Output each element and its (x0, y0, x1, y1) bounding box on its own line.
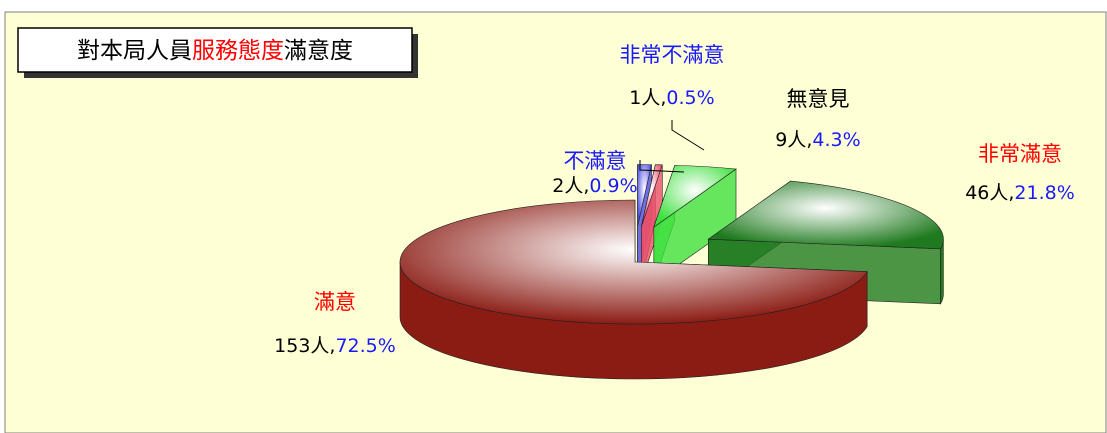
leader-line (671, 120, 705, 151)
category-label: 不滿意 (564, 149, 627, 173)
title-part: 滿意度 (284, 38, 353, 64)
data-label: 153人,72.5% (274, 335, 396, 357)
title-box (17, 27, 413, 73)
count-label: 9人, (775, 129, 812, 151)
slice (641, 164, 663, 282)
title-part: 對本局人員 (77, 38, 192, 64)
pie (399, 164, 944, 380)
percent-label: 0.9% (589, 175, 637, 197)
chart-title: 對本局人員服務態度滿意度 (77, 38, 353, 64)
slice-top (637, 164, 652, 227)
percent-label: 4.3% (812, 129, 860, 151)
percent-label: 21.8% (1014, 182, 1074, 204)
data-label: 46人,21.8% (965, 182, 1075, 204)
slice-top (707, 180, 944, 250)
slice (653, 165, 737, 283)
data-label: 9人,4.3% (775, 129, 860, 151)
slice-top (641, 164, 663, 227)
leader-line (639, 160, 685, 173)
category-label: 非常滿意 (978, 142, 1062, 166)
count-label: 153人, (274, 335, 335, 357)
slice-top (399, 199, 868, 325)
category-label: 滿意 (314, 290, 356, 314)
title-part: 服務態度 (192, 38, 284, 64)
slice (399, 199, 868, 380)
category-label: 非常不滿意 (620, 43, 725, 67)
category-label: 無意見 (787, 87, 850, 111)
count-label: 2人, (552, 175, 589, 197)
percent-label: 0.5% (666, 87, 714, 109)
slice-top (653, 165, 737, 228)
percent-label: 72.5% (335, 335, 395, 357)
count-label: 1人, (629, 87, 666, 109)
count-label: 46人, (965, 182, 1014, 204)
data-label: 2人,0.9% (552, 175, 637, 197)
data-label: 1人,0.5% (629, 87, 714, 109)
slice-side (940, 239, 944, 305)
